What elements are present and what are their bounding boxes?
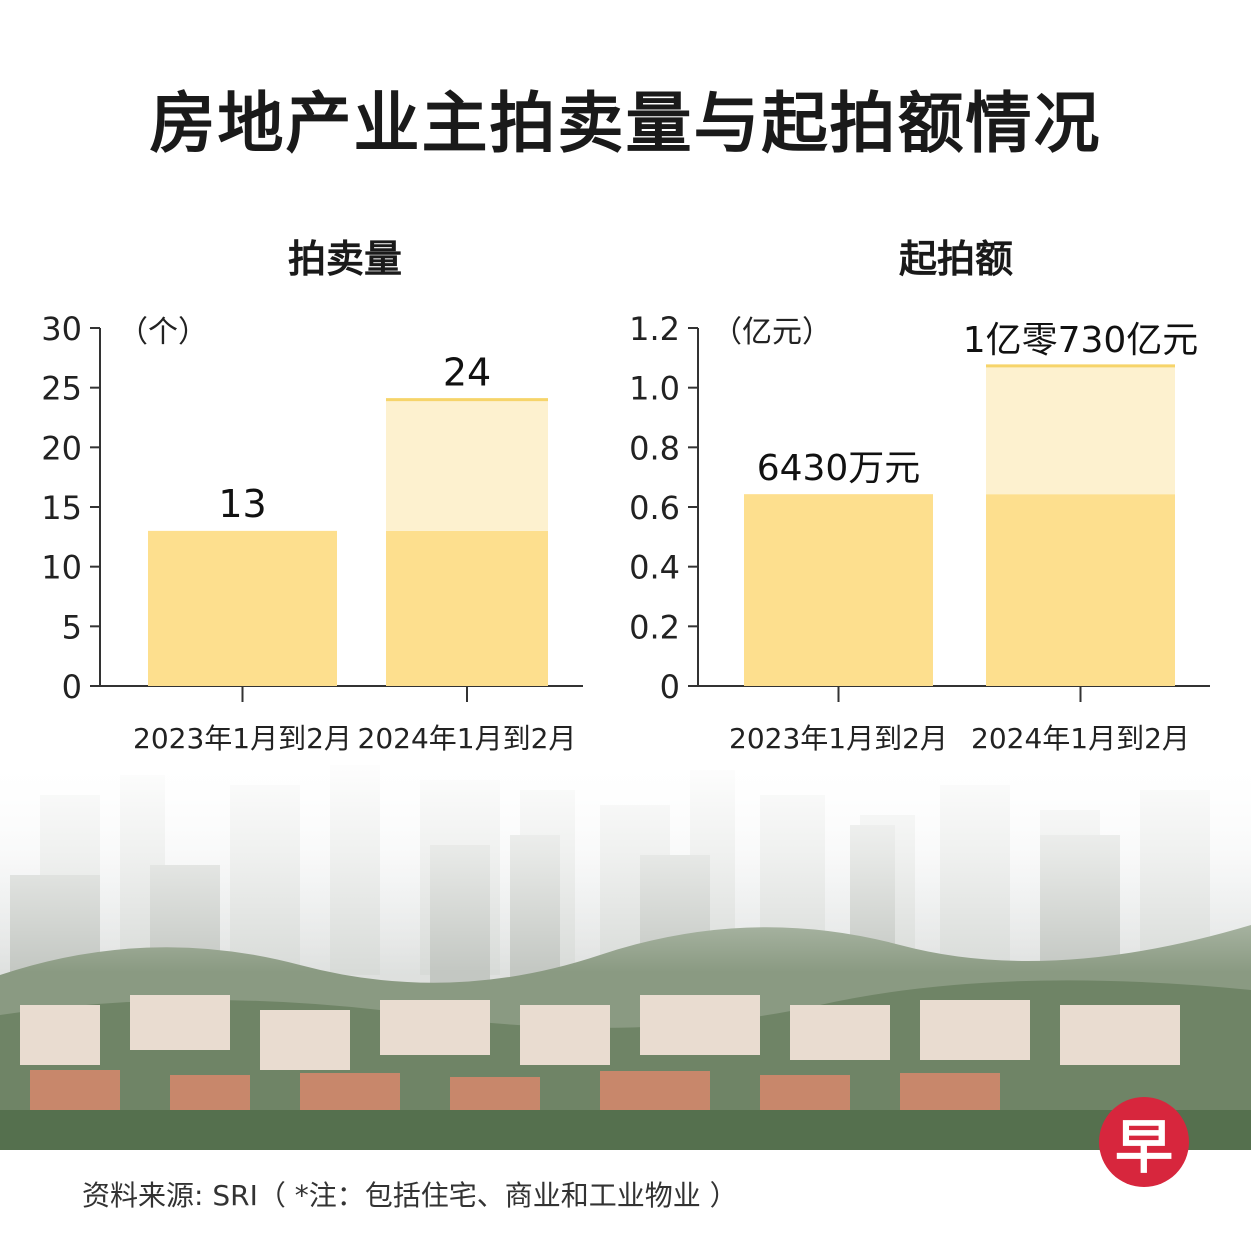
bar-2024-base <box>986 494 1175 686</box>
y-tick-label: 0 <box>660 668 680 706</box>
y-tick-label: 1.2 <box>629 310 680 348</box>
footer-band <box>0 1150 1251 1251</box>
bar-2023 <box>744 494 933 686</box>
source-note: 资料来源: SRI（ *注：包括住宅、商业和工业物业 ） <box>82 1179 738 1212</box>
bar-2024-base <box>386 530 548 686</box>
bar-2023 <box>148 530 337 686</box>
chart-auction-volume: 0 5 10 15 20 25 30 （个） 2023年1月到2月 13 2024年1月到2月 24 <box>41 310 583 755</box>
x-tick-label: 2023年1月到2月 <box>729 722 948 755</box>
x-tick-label: 2024年1月到2月 <box>971 722 1190 755</box>
y-tick-label: 0.2 <box>629 608 680 646</box>
y-tick-label: 15 <box>41 489 82 527</box>
zaobao-logo: 早 <box>1099 1097 1189 1187</box>
y-tick-label: 10 <box>41 549 82 587</box>
y-tick-label: 0 <box>62 668 82 706</box>
x-tick-label: 2023年1月到2月 <box>133 722 352 755</box>
y-tick-label: 0.4 <box>629 549 680 587</box>
data-label: 24 <box>443 351 491 395</box>
y-tick-label: 1.0 <box>629 370 680 408</box>
page-title: 房地产业主拍卖量与起拍额情况 <box>149 85 1102 162</box>
data-label: 1亿零730亿元 <box>963 320 1199 361</box>
x-tick-label: 2024年1月到2月 <box>358 722 577 755</box>
y-unit-label: （亿元） <box>712 315 832 350</box>
y-tick-label: 5 <box>62 608 82 646</box>
chart-title-starting-price: 起拍额 <box>898 237 1013 281</box>
data-label: 6430万元 <box>757 448 921 489</box>
bar-2024-increase <box>386 399 548 531</box>
y-tick-label: 20 <box>41 429 82 467</box>
city-skyline-photo <box>0 755 1251 1150</box>
y-tick-label: 25 <box>41 370 82 408</box>
chart-starting-price: 0 0.2 0.4 0.6 0.8 1.0 1.2 （亿元） 2023年1月到2月 6430万元 2… <box>629 310 1210 755</box>
y-tick-label: 30 <box>41 310 82 348</box>
bar-2024-increase <box>986 365 1175 495</box>
y-tick-label: 0.8 <box>629 429 680 467</box>
chart-title-auction-volume: 拍卖量 <box>287 237 402 281</box>
data-label: 13 <box>218 482 266 526</box>
y-unit-label: （个） <box>118 315 208 350</box>
y-tick-label: 0.6 <box>629 489 680 527</box>
